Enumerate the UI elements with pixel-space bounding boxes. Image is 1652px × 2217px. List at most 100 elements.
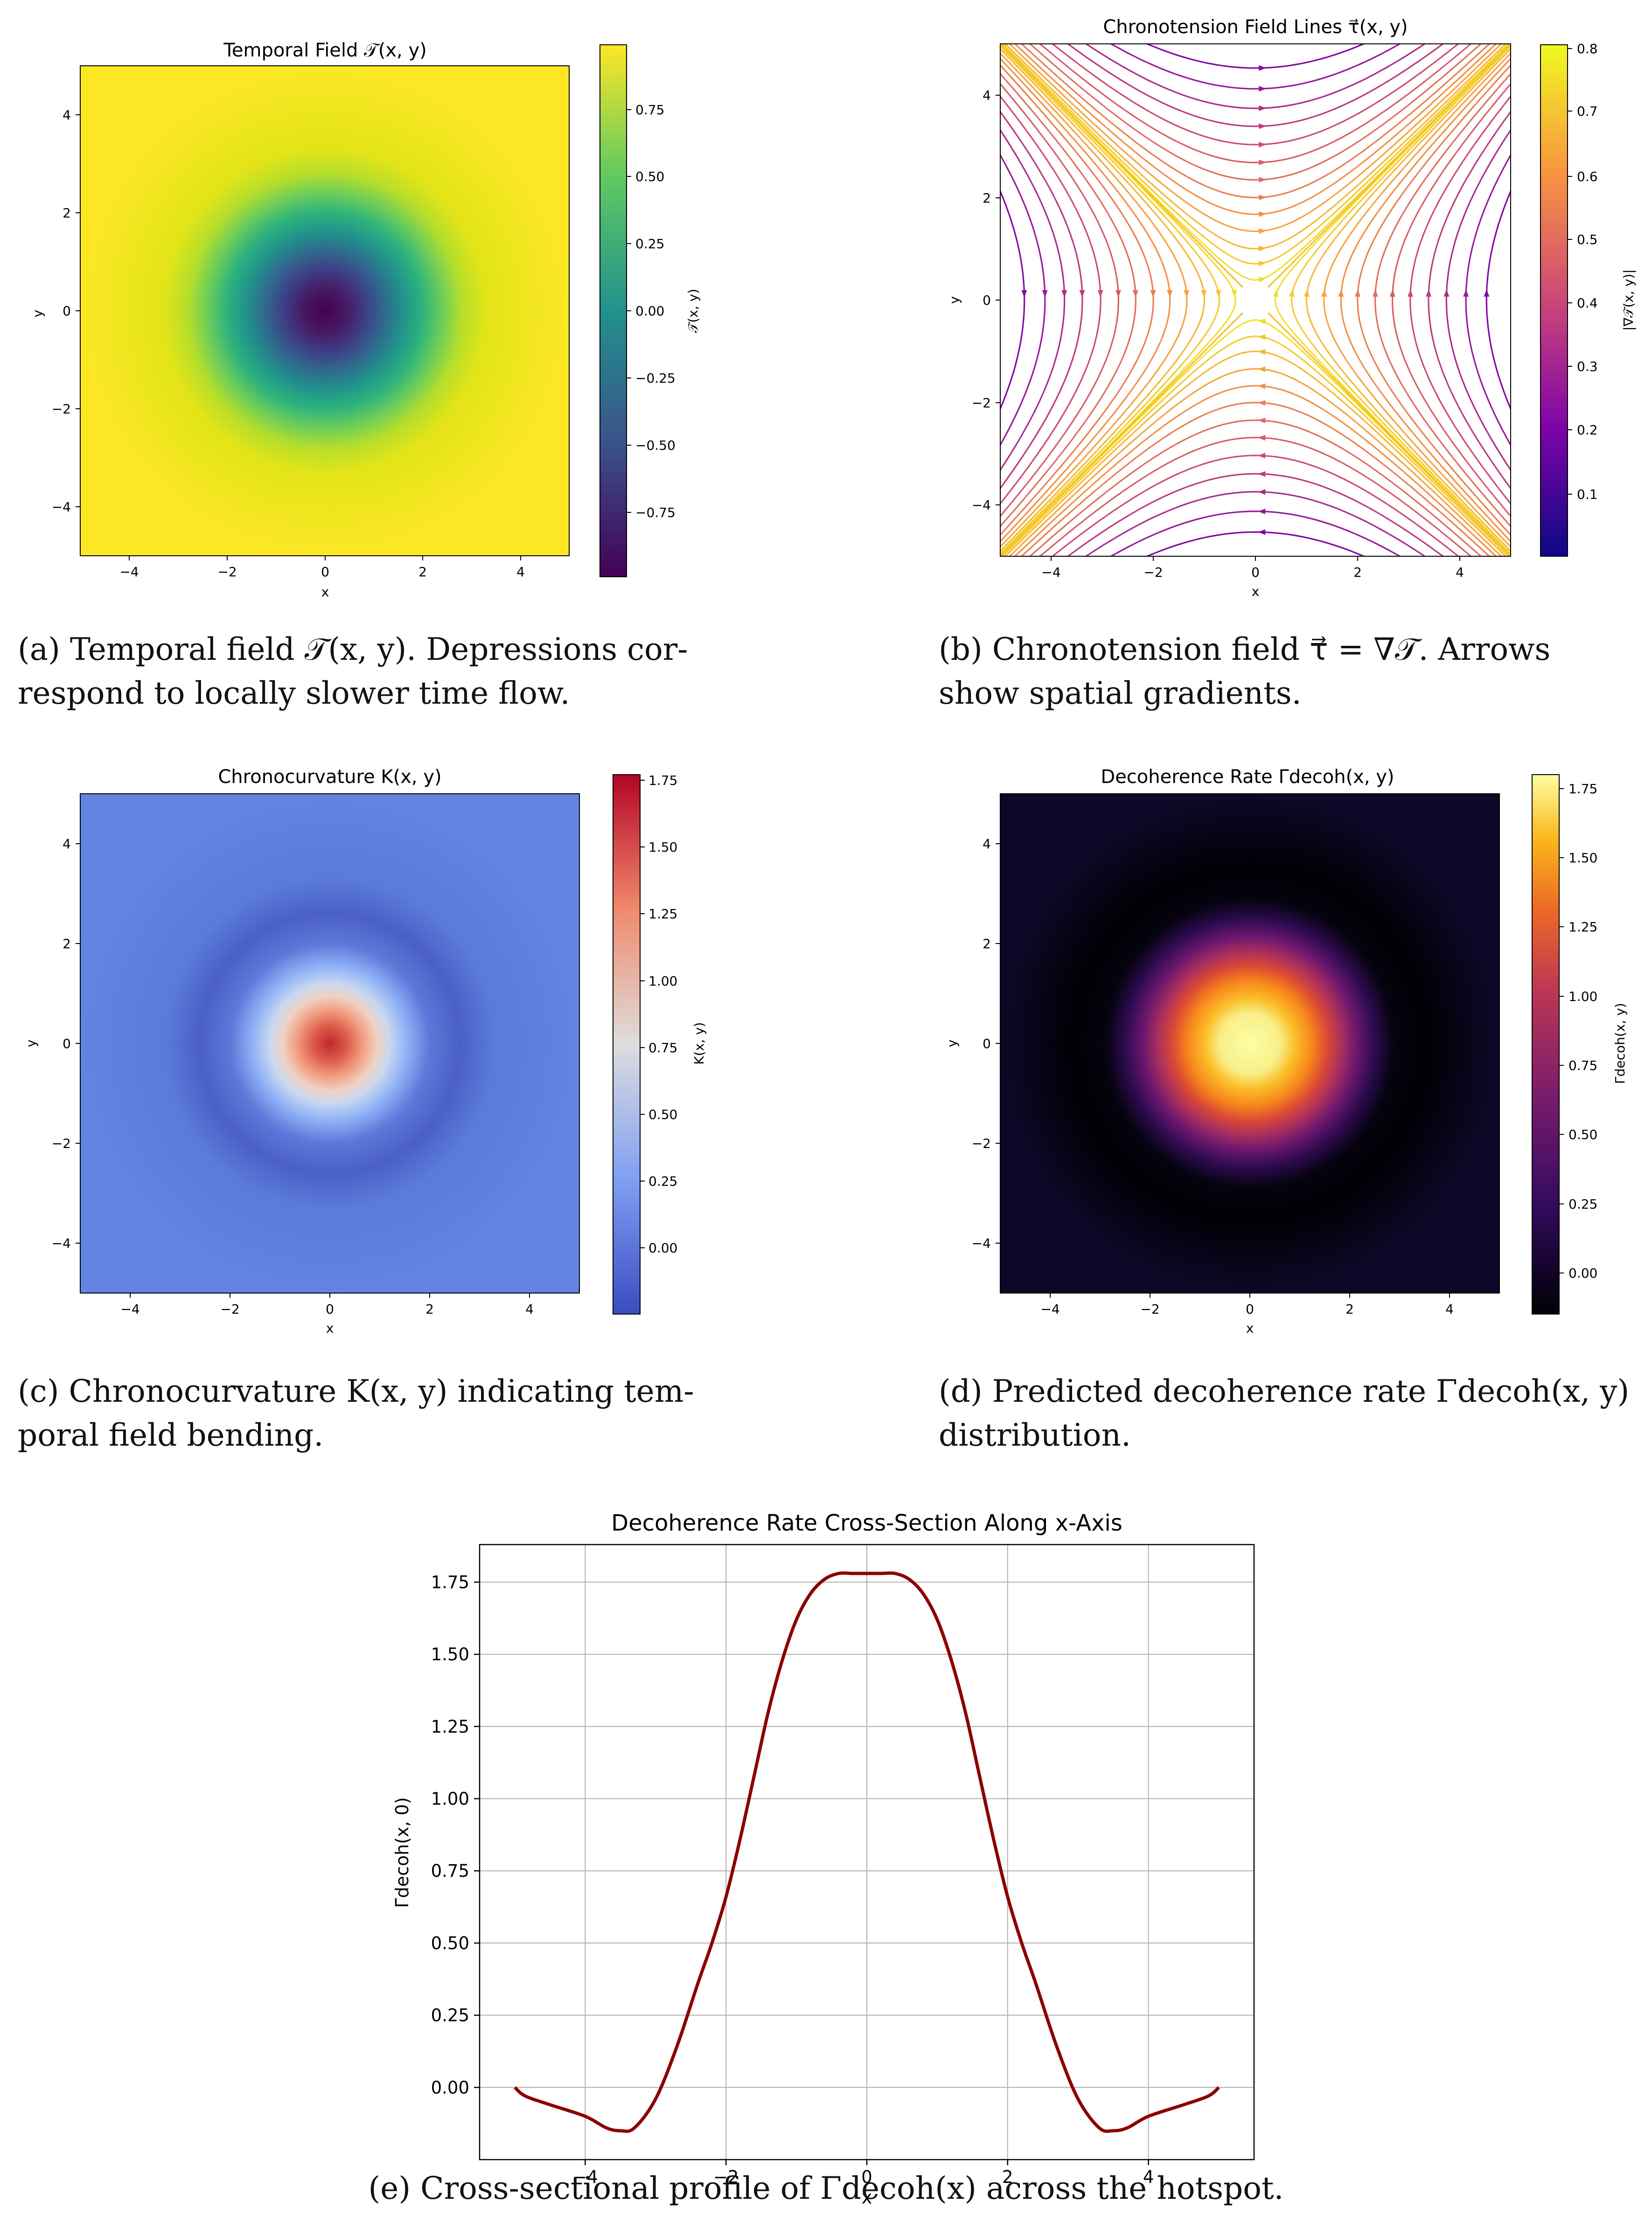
streamline xyxy=(1002,335,1509,556)
streamline xyxy=(1029,419,1482,556)
colorbar-label-d: Γdecoh(x, y) xyxy=(1612,1003,1628,1084)
xtick-label: 4 xyxy=(1143,2167,1154,2187)
cbar-tick-label: 0.3 xyxy=(1577,359,1598,374)
streamline xyxy=(1020,44,1491,199)
stream-arrow xyxy=(1259,141,1267,147)
ytick-label: −4 xyxy=(52,499,71,515)
heatmap-d xyxy=(1000,793,1500,1294)
streamline xyxy=(1445,128,1511,472)
stream-arrow xyxy=(1097,290,1103,298)
stream-arrow xyxy=(1061,290,1067,298)
cbar-tick-label: 0.1 xyxy=(1577,487,1598,502)
xtick-label: 0 xyxy=(1246,1301,1254,1317)
xlabel-a: x xyxy=(321,584,329,600)
ytick-label: 0.50 xyxy=(431,1933,469,1953)
ytick-label: 1.50 xyxy=(431,1644,469,1664)
stream-arrow xyxy=(1273,289,1279,297)
streamline xyxy=(1000,52,1188,548)
streamline xyxy=(1109,44,1401,90)
streamline xyxy=(1039,436,1472,556)
ytick-label: 2 xyxy=(63,936,71,951)
yticks-d: 4 2 0 −2 −4 xyxy=(972,836,1000,1251)
xlabel-b: x xyxy=(1252,584,1260,599)
cbar-tick-label: 0.75 xyxy=(648,1040,677,1056)
caption-e-line: (e) Cross-sectional profile of Γdecoh(x)… xyxy=(368,2170,1284,2206)
ytick-label: 0 xyxy=(63,1036,71,1051)
xtick-label: 4 xyxy=(525,1301,534,1317)
streamline xyxy=(1290,45,1511,555)
colorbar-ticks-d: 1.75 1.50 1.25 1.00 0.75 0.50 0.25 0.00 xyxy=(1559,781,1597,1281)
streamline xyxy=(1085,491,1426,556)
streamline xyxy=(1465,154,1511,447)
streamline xyxy=(1274,44,1511,556)
streamline xyxy=(1066,44,1444,127)
streamline xyxy=(1000,128,1066,472)
stream-arrow xyxy=(1259,177,1267,183)
colorbar-label-a: 𝒯(x, y) xyxy=(685,289,701,333)
cbar-tick-label: 1.50 xyxy=(1568,850,1597,866)
colorbar-ticks-c: 1.75 1.50 1.25 1.00 0.75 0.50 0.25 0.00 xyxy=(640,773,677,1256)
cbar-tick-label: 0.00 xyxy=(635,303,664,319)
xtick-label: −4 xyxy=(120,1301,139,1317)
streamline xyxy=(1000,189,1025,411)
stream-arrow xyxy=(1258,509,1266,515)
figure-b: Chronotension Field Lines τ⃗(x, y) −4 −2… xyxy=(947,16,1636,599)
stream-arrow xyxy=(1231,289,1237,298)
stream-arrow xyxy=(1321,289,1327,297)
xtick-label: 4 xyxy=(516,564,525,580)
cbar-tick-label: 0.00 xyxy=(1568,1266,1597,1281)
cbar-tick-label: −0.75 xyxy=(635,505,676,520)
streamline xyxy=(1305,48,1511,553)
xticks-e: −4 −2 0 2 4 xyxy=(572,2160,1154,2187)
xlabel-d: x xyxy=(1246,1321,1254,1336)
ytick-label: 4 xyxy=(983,88,991,103)
ytick-label: 2 xyxy=(983,936,991,951)
stream-arrow xyxy=(1338,289,1344,297)
stream-arrow xyxy=(1258,334,1266,340)
stream-arrow xyxy=(1259,195,1267,201)
stream-arrow xyxy=(1258,211,1267,217)
xtick-label: 4 xyxy=(1445,1301,1454,1317)
streamline xyxy=(1000,83,1120,518)
ylabel-c: y xyxy=(23,1040,39,1048)
streamline xyxy=(1145,531,1366,556)
title-c: Chronocurvature K(x, y) xyxy=(218,766,441,788)
streamline xyxy=(1066,473,1444,556)
cbar-tick-label: 0.75 xyxy=(635,102,664,118)
title-d: Decoherence Rate Γdecoh(x, y) xyxy=(1101,766,1394,788)
stream-arrow xyxy=(1258,349,1266,355)
yticks-c: 4 2 0 −2 −4 xyxy=(52,836,80,1251)
curve-e xyxy=(514,1571,1220,2133)
streamline xyxy=(1000,64,1154,536)
xtick-label: 2 xyxy=(418,564,427,580)
stream-arrow xyxy=(1258,228,1267,234)
streamline xyxy=(1000,72,1137,528)
streamline xyxy=(1268,44,1511,288)
streamline xyxy=(1000,110,1083,490)
colorbar-b xyxy=(1540,44,1568,557)
stream-arrow xyxy=(1201,290,1207,298)
caption-d: (d) Predicted decoherence rate Γdecoh(x,… xyxy=(939,1370,1648,1457)
streamline xyxy=(1374,72,1511,528)
xtick-label: 0 xyxy=(861,2167,872,2187)
streamline xyxy=(1008,44,1503,232)
streamline xyxy=(1029,44,1482,181)
cbar-tick-label: 0.2 xyxy=(1577,422,1598,438)
ytick-label: 4 xyxy=(63,107,71,123)
xtick-label: −2 xyxy=(217,564,237,580)
ytick-label: −2 xyxy=(52,1136,71,1151)
ytick-label: 2 xyxy=(63,205,71,221)
series-line xyxy=(514,1571,1220,2133)
heatmap-a xyxy=(80,65,570,556)
ytick-label: −4 xyxy=(972,1236,991,1251)
stream-arrow xyxy=(1258,260,1267,266)
xtick-label: −4 xyxy=(1040,1301,1060,1317)
cbar-tick-label: 1.00 xyxy=(1568,989,1597,1004)
stream-arrow xyxy=(1258,366,1266,372)
cbar-tick-label: 0.6 xyxy=(1577,169,1598,184)
stream-arrow xyxy=(1259,160,1267,166)
stream-arrow xyxy=(1443,289,1450,297)
cbar-tick-label: 1.00 xyxy=(648,973,677,989)
streamline xyxy=(1000,45,1220,555)
stream-arrow xyxy=(1259,65,1267,71)
